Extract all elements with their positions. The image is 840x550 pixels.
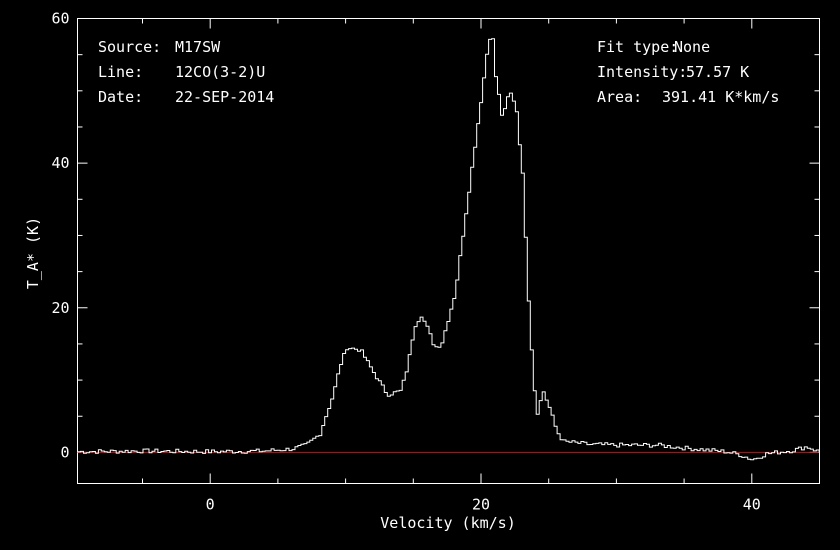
- tick-labels: 0 20 40 0 20 40 60: [51, 10, 760, 514]
- info-area-label: Area:: [597, 88, 642, 106]
- info-intensity-value: 57.57 K: [686, 63, 749, 81]
- info-source-value: M17SW: [175, 38, 221, 56]
- x-tick-label: 0: [206, 496, 215, 514]
- y-tick-label: 0: [60, 443, 69, 461]
- y-tick-label: 40: [51, 154, 69, 172]
- info-line-label: Line:: [98, 63, 143, 81]
- info-area-value: 391.41 K*km/s: [662, 88, 779, 106]
- y-tick-label: 60: [51, 10, 69, 28]
- x-tick-label: 20: [472, 496, 490, 514]
- info-right: Fit type: None Intensity: 57.57 K Area: …: [597, 38, 779, 106]
- info-left: Source: M17SW Line: 12CO(3-2)U Date: 22-…: [98, 38, 274, 106]
- y-axis-label: T_A* (K): [24, 217, 42, 289]
- info-date-label: Date:: [98, 88, 143, 106]
- x-axis-label: Velocity (km/s): [380, 514, 515, 532]
- x-tick-label: 40: [743, 496, 761, 514]
- info-fit-label: Fit type:: [597, 38, 678, 56]
- spectrum-line: [77, 38, 820, 461]
- y-tick-label: 20: [51, 299, 69, 317]
- info-source-label: Source:: [98, 38, 161, 56]
- info-line-value: 12CO(3-2)U: [175, 63, 265, 81]
- info-fit-value: None: [674, 38, 710, 56]
- info-intensity-label: Intensity:: [597, 63, 687, 81]
- plot-frame: [77, 18, 820, 484]
- info-date-value: 22-SEP-2014: [175, 88, 274, 106]
